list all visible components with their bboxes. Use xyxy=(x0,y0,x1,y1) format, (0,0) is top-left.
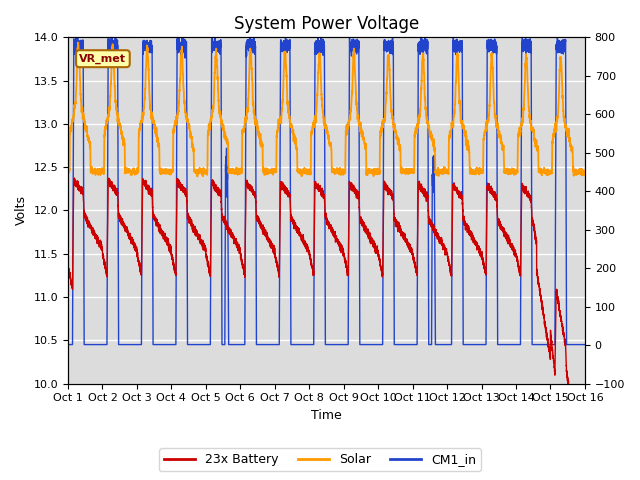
Y-axis label: Volts: Volts xyxy=(15,195,28,226)
Legend: 23x Battery, Solar, CM1_in: 23x Battery, Solar, CM1_in xyxy=(159,448,481,471)
X-axis label: Time: Time xyxy=(311,409,342,422)
Text: VR_met: VR_met xyxy=(79,54,126,64)
Title: System Power Voltage: System Power Voltage xyxy=(234,15,419,33)
